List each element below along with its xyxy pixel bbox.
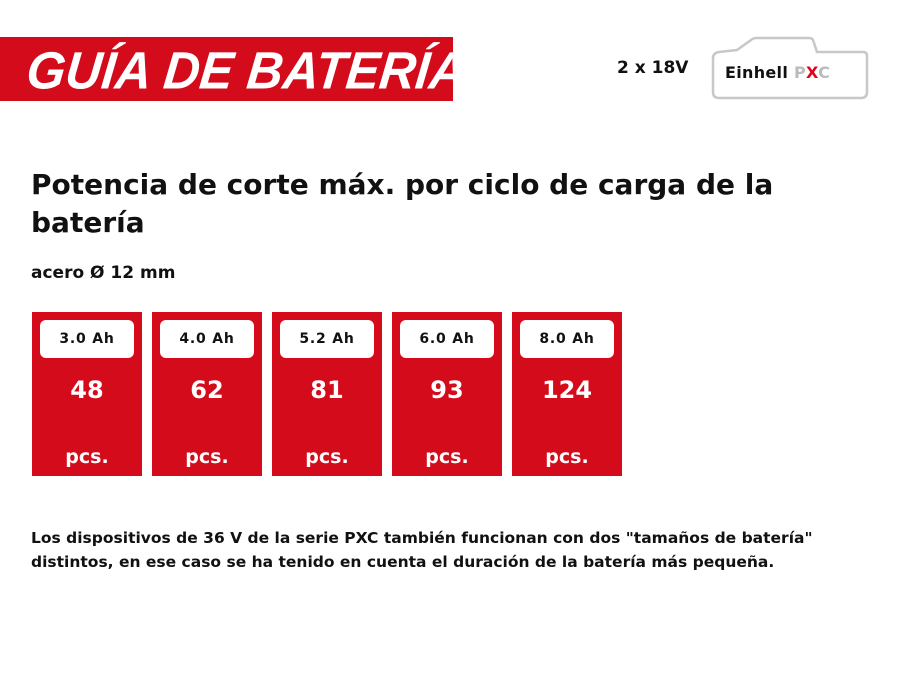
logo-text: Einhell PXC: [725, 63, 830, 82]
unit-label: pcs.: [65, 446, 109, 468]
battery-capacity-label: 5.2 Ah: [280, 320, 374, 358]
cut-count: 124: [541, 376, 593, 404]
battery-card: 6.0 Ah 93 pcs.: [392, 312, 502, 476]
unit-label: pcs.: [185, 446, 229, 468]
battery-capacity-label: 6.0 Ah: [400, 320, 494, 358]
title-banner: GUÍA DE BATERÍAS: [0, 37, 502, 101]
unit-label: pcs.: [305, 446, 349, 468]
logo-brand: Einhell: [725, 63, 789, 82]
battery-card: 5.2 Ah 81 pcs.: [272, 312, 382, 476]
footnote: Los dispositivos de 36 V de la serie PXC…: [31, 529, 813, 571]
cut-count: 81: [310, 376, 344, 404]
battery-card: 3.0 Ah 48 pcs.: [32, 312, 142, 476]
logo-c: C: [818, 63, 831, 82]
banner-title: GUÍA DE BATERÍAS: [23, 41, 503, 100]
battery-card: 8.0 Ah 124 pcs.: [512, 312, 622, 476]
battery-pack-outline-icon: [711, 36, 869, 100]
voltage-label: 2 x 18V: [617, 58, 689, 78]
cut-count: 48: [70, 376, 104, 404]
battery-card: 4.0 Ah 62 pcs.: [152, 312, 262, 476]
material-subtitle: acero Ø 12 mm: [31, 263, 176, 283]
page-title: Potencia de corte máx. por ciclo de carg…: [31, 168, 774, 239]
cut-count: 93: [430, 376, 464, 404]
battery-capacity-label: 8.0 Ah: [520, 320, 614, 358]
logo-p: P: [794, 63, 807, 82]
battery-capacity-label: 4.0 Ah: [160, 320, 254, 358]
logo-x: X: [806, 63, 819, 82]
einhell-pxc-logo: Einhell PXC: [709, 36, 871, 102]
unit-label: pcs.: [425, 446, 469, 468]
battery-capacity-label: 3.0 Ah: [40, 320, 134, 358]
cut-count: 62: [190, 376, 224, 404]
unit-label: pcs.: [545, 446, 589, 468]
